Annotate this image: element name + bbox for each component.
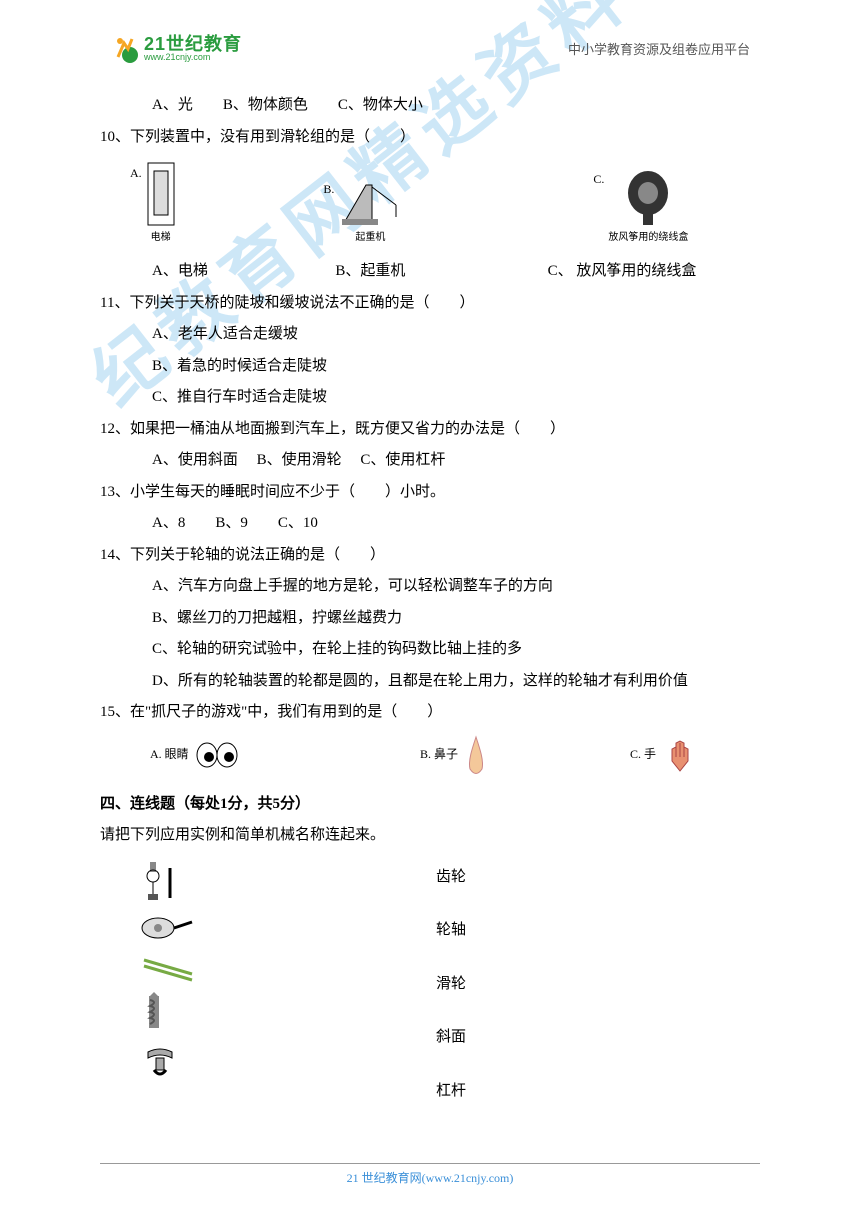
page-footer: 21 世纪教育网(www.21cnjy.com) <box>0 1169 860 1186</box>
q14-opt-a: A、汽车方向盘上手握的地方是轮，可以轻松调整车子的方向 <box>100 571 760 603</box>
kite-reel-icon <box>621 167 675 227</box>
q11-opt-b: B、着急的时候适合走陡坡 <box>100 351 760 383</box>
elevator-icon <box>146 161 176 227</box>
page-header: 21世纪教育 www.21cnjy.com 中小学教育资源及组卷应用平台 <box>110 28 750 68</box>
q14-stem: 14、下列关于轮轴的说法正确的是（ ） <box>100 540 760 572</box>
q15-label-c: C. 手 <box>630 742 656 767</box>
match-left-images <box>140 860 196 1108</box>
content-area: A、光 B、物体颜色 C、物体大小 10、下列装置中，没有用到滑轮组的是（ ） … <box>100 90 760 1107</box>
eyes-icon <box>195 741 239 769</box>
q11-opt-a: A、老年人适合走缓坡 <box>100 319 760 351</box>
nose-icon <box>464 735 488 775</box>
q14-opt-c: C、轮轴的研究试验中，在轮上挂的钩码数比轴上挂的多 <box>100 634 760 666</box>
logo-main-text: 21世纪教育 <box>144 35 242 53</box>
q12-stem: 12、如果把一桶油从地面搬到汽车上，既方便又省力的办法是（ ） <box>100 414 760 446</box>
q10-opt-c: C、 放风筝用的绕线盒 <box>548 256 760 288</box>
q13-stem: 13、小学生每天的睡眠时间应不少于（ ）小时。 <box>100 477 760 509</box>
section4-title: 四、连线题（每处1分，共5分） <box>100 789 760 821</box>
match-img-4 <box>140 992 196 1032</box>
q10-image-row: A. 电梯 B. 起重机 C. 放风筝用的绕线盒 <box>100 161 760 248</box>
q10-opt-c-img: C. 放风筝用的绕线盒 <box>593 167 760 248</box>
q15-stem: 15、在"抓尺子的游戏"中，我们有用到的是（ ） <box>100 697 760 729</box>
q10-label-a: A. <box>130 161 142 186</box>
footer-divider <box>100 1163 760 1164</box>
header-right-text: 中小学教育资源及组卷应用平台 <box>568 39 750 58</box>
q11-opt-c: C、推自行车时适合走陡坡 <box>100 382 760 414</box>
match-img-5 <box>140 1042 196 1082</box>
q10-opt-a: A、电梯 <box>152 256 335 288</box>
q15-opt-c: C. 手 <box>630 737 698 773</box>
q10-cap-c: 放风筝用的绕线盒 <box>608 227 688 248</box>
logo-sub-text: www.21cnjy.com <box>144 53 242 62</box>
match-label-4: 斜面 <box>436 1022 466 1054</box>
match-label-1: 齿轮 <box>436 862 466 894</box>
match-img-1 <box>140 860 196 902</box>
match-img-3 <box>140 954 196 982</box>
match-label-2: 轮轴 <box>436 915 466 947</box>
match-area: 齿轮 轮轴 滑轮 斜面 杠杆 <box>100 860 760 1108</box>
logo: 21世纪教育 www.21cnjy.com <box>110 33 242 63</box>
q14-opt-b: B、螺丝刀的刀把越粗，拧螺丝越费力 <box>100 603 760 635</box>
q10-cap-a: 电梯 <box>151 227 171 248</box>
match-label-5: 杠杆 <box>436 1076 466 1108</box>
q10-cap-b: 起重机 <box>355 227 385 248</box>
q14-opt-d: D、所有的轮轴装置的轮都是圆的，且都是在轮上用力，这样的轮轴才有利用价值 <box>100 666 760 698</box>
crane-icon <box>338 177 402 227</box>
q15-label-a: A. 眼睛 <box>150 742 189 767</box>
q12-options: A、使用斜面 B、使用滑轮 C、使用杠杆 <box>100 445 760 477</box>
q10-label-c: C. <box>593 167 604 192</box>
q10-opt-a-img: A. 电梯 <box>130 161 313 248</box>
q10-opt-b: B、起重机 <box>335 256 547 288</box>
q-prev-options: A、光 B、物体颜色 C、物体大小 <box>100 90 760 122</box>
q10-opt-b-img: B. 起重机 <box>323 177 523 248</box>
hand-icon <box>662 737 698 773</box>
q10-stem: 10、下列装置中，没有用到滑轮组的是（ ） <box>100 122 760 154</box>
q15-opt-a: A. 眼睛 <box>150 741 420 769</box>
q10-options: A、电梯 B、起重机 C、 放风筝用的绕线盒 <box>100 256 760 288</box>
match-label-3: 滑轮 <box>436 969 466 1001</box>
match-img-2 <box>140 912 196 944</box>
q15-opt-b: B. 鼻子 <box>420 735 630 775</box>
section4-instruction: 请把下列应用实例和简单机械名称连起来。 <box>100 820 760 852</box>
logo-icon <box>110 33 140 63</box>
match-right-labels: 齿轮 轮轴 滑轮 斜面 杠杆 <box>436 860 466 1108</box>
q13-options: A、8 B、9 C、10 <box>100 508 760 540</box>
q10-label-b: B. <box>323 177 334 202</box>
q11-stem: 11、下列关于天桥的陡坡和缓坡说法不正确的是（ ） <box>100 288 760 320</box>
q15-image-row: A. 眼睛 B. 鼻子 C. 手 <box>100 735 760 775</box>
q15-label-b: B. 鼻子 <box>420 742 458 767</box>
